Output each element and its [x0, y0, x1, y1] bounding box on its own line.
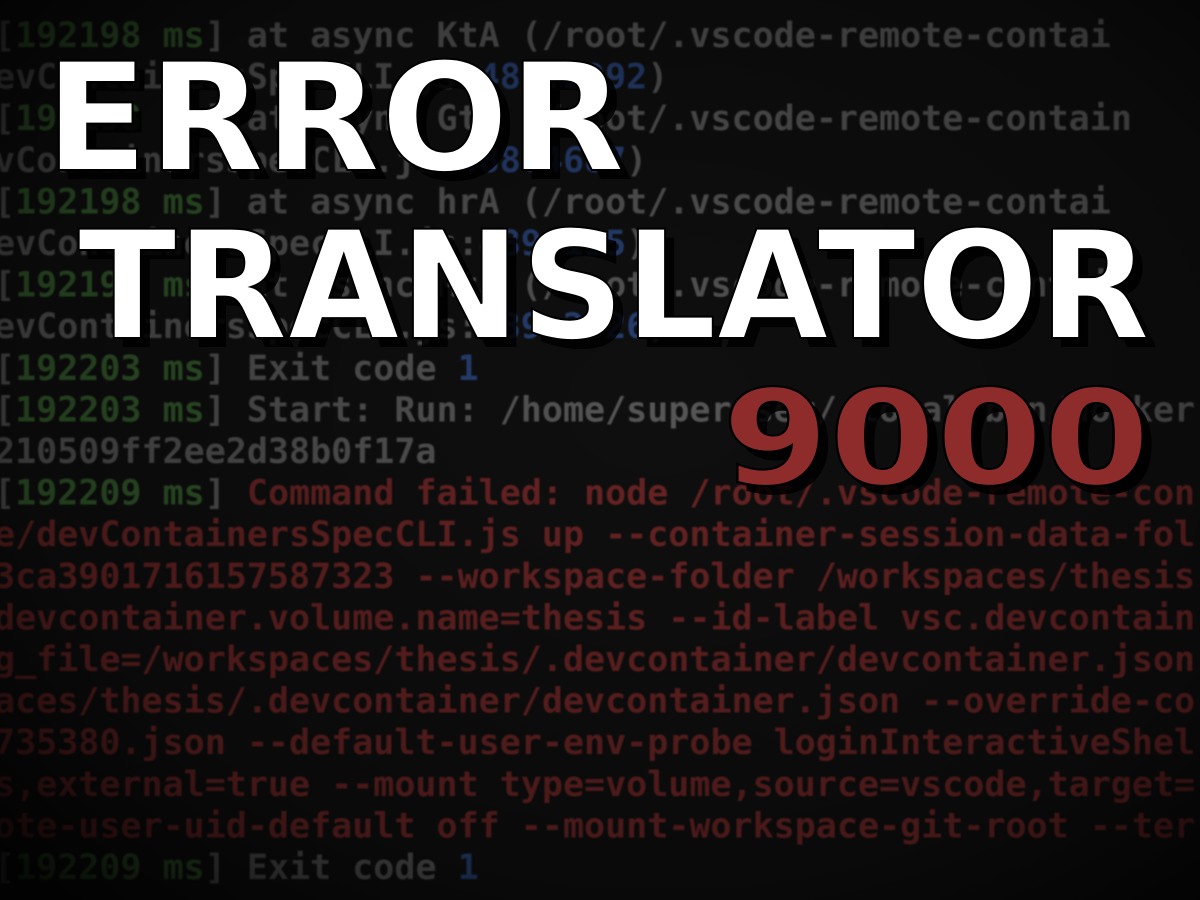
title-shadow: ERROR: [54, 41, 634, 215]
title-shadow: 9000: [731, 371, 1159, 525]
title-text: ERROR: [45, 32, 625, 206]
title-shadow: TRANSLATOR: [87, 209, 1159, 383]
title-text: 9000: [722, 362, 1150, 516]
title-text: TRANSLATOR: [78, 200, 1150, 374]
